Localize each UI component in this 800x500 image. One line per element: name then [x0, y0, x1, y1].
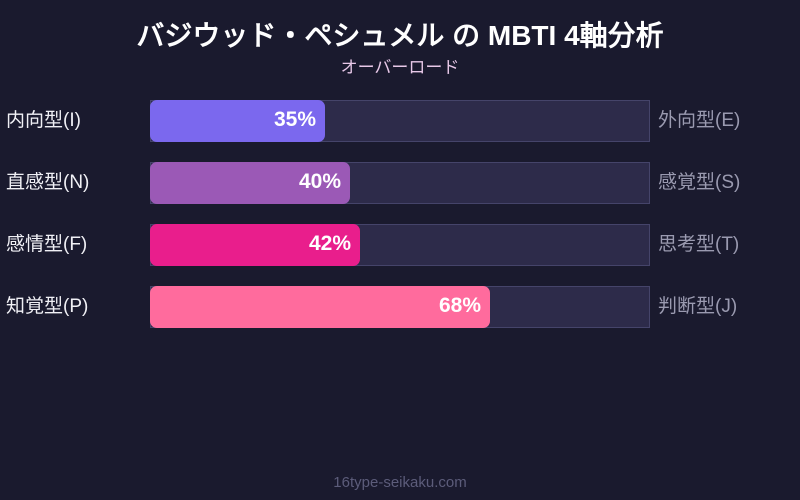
- right-trait-label: 判断型(J): [658, 296, 738, 317]
- bar-row: 内向型(I) 35% 外向型(E): [0, 100, 800, 142]
- left-trait-label: 直感型(N): [6, 172, 90, 193]
- bar-fill: [150, 100, 325, 142]
- bar-value-label: 40%: [298, 170, 341, 193]
- bar-value-label: 35%: [273, 108, 316, 131]
- left-trait-label: 内向型(I): [6, 110, 81, 131]
- bar-value-label: 68%: [438, 294, 481, 317]
- right-trait-label: 外向型(E): [658, 110, 741, 131]
- chart-title: バジウッド・ペシュメル の MBTI 4軸分析: [136, 20, 664, 51]
- footer-site: 16type-seikaku.com: [333, 474, 467, 491]
- bar-row: 感情型(F) 42% 思考型(T): [0, 224, 800, 266]
- bar-row: 知覚型(P) 68% 判断型(J): [0, 286, 800, 328]
- bar-fill: [150, 286, 490, 328]
- bar-fill: [150, 224, 360, 266]
- bar-row: 直感型(N) 40% 感覚型(S): [0, 162, 800, 204]
- bar-value-label: 42%: [308, 232, 351, 255]
- right-trait-label: 思考型(T): [658, 234, 740, 255]
- chart-subtitle: オーバーロード: [340, 58, 460, 77]
- bar-fill: [150, 162, 350, 204]
- right-trait-label: 感覚型(S): [658, 172, 741, 193]
- left-trait-label: 知覚型(P): [6, 296, 89, 317]
- left-trait-label: 感情型(F): [6, 234, 88, 255]
